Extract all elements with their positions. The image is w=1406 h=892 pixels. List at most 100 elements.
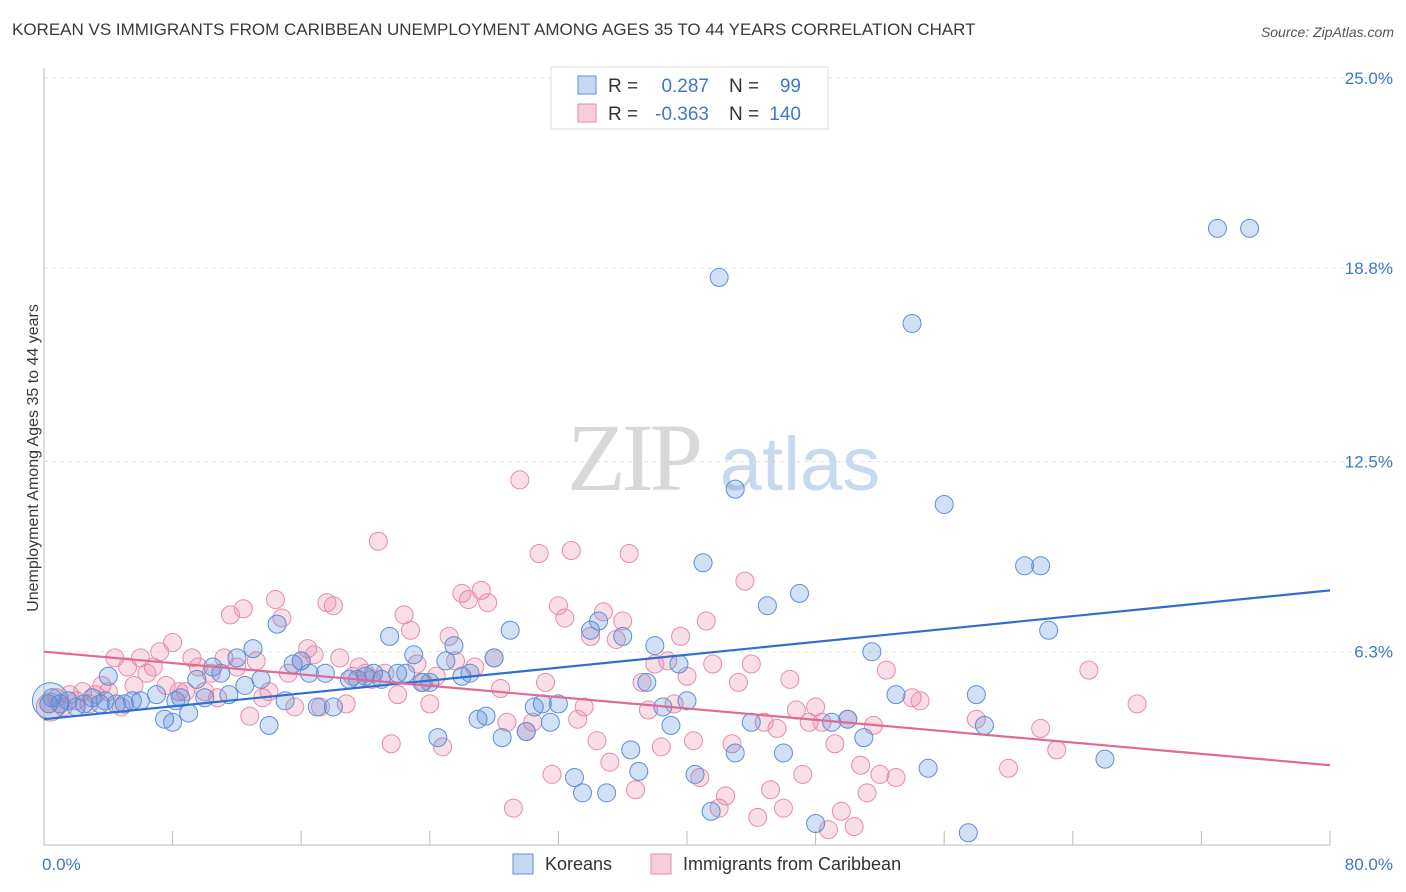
caribbean-point xyxy=(735,571,755,591)
caribbean-point xyxy=(336,694,356,714)
source-label: Source: ZipAtlas.com xyxy=(1260,24,1394,40)
korean-point xyxy=(548,694,568,714)
caribbean-point xyxy=(568,709,588,729)
korean-point xyxy=(902,313,922,333)
caribbean-point xyxy=(825,734,845,754)
legend-swatch-caribbean xyxy=(577,103,597,123)
korean-point xyxy=(685,764,705,784)
legend-n-value-2: 140 xyxy=(769,104,801,125)
korean-point xyxy=(540,712,560,732)
korean-point xyxy=(838,709,858,729)
korean-point xyxy=(741,712,761,732)
korean-point xyxy=(701,801,721,821)
caribbean-point xyxy=(491,679,511,699)
korean-point xyxy=(163,712,183,732)
korean-point xyxy=(500,620,520,640)
y-tick-labels: 6.3% 12.5% 18.8% 25.0% xyxy=(1345,69,1393,662)
caribbean-point xyxy=(651,737,671,757)
caribbean-point xyxy=(574,697,594,717)
korean-point xyxy=(267,614,287,634)
caribbean-point xyxy=(767,718,787,738)
y-tick-label: 6.3% xyxy=(1354,643,1393,662)
caribbean-point xyxy=(503,798,523,818)
caribbean-point xyxy=(626,780,646,800)
caribbean-point xyxy=(870,764,890,784)
watermark-zip: ZIP xyxy=(567,404,700,511)
bottom-legend-koreans: Koreans xyxy=(545,854,612,874)
caribbean-point xyxy=(671,626,691,646)
caribbean-point xyxy=(542,764,562,784)
caribbean-point xyxy=(1047,740,1067,760)
y-tick-label: 18.8% xyxy=(1345,259,1393,278)
korean-point xyxy=(613,626,633,646)
korean-point xyxy=(806,814,826,834)
korean-point xyxy=(1207,218,1227,238)
caribbean-point xyxy=(600,752,620,772)
correlation-legend: R = 0.287 N = 99 R = -0.363 N = 140 xyxy=(550,66,829,130)
x-tick-labels: 0.0% 80.0% xyxy=(42,855,1393,874)
legend-r-value-2: -0.363 xyxy=(655,104,709,125)
korean-point xyxy=(428,728,448,748)
korean-point xyxy=(315,663,335,683)
caribbean-point xyxy=(561,540,581,560)
legend-n-label-1: N = xyxy=(729,76,759,97)
caribbean-point xyxy=(163,633,183,653)
korean-point xyxy=(661,715,681,735)
caribbean-point xyxy=(886,768,906,788)
korean-point xyxy=(299,663,319,683)
caribbean-point xyxy=(851,755,871,775)
korean-point xyxy=(862,642,882,662)
legend-r-label-2: R = xyxy=(608,104,638,125)
legend-r-label-1: R = xyxy=(608,76,638,97)
korean-point xyxy=(669,654,689,674)
korean-point xyxy=(420,672,440,692)
korean-point xyxy=(966,685,986,705)
korean-point xyxy=(564,768,584,788)
korean-point xyxy=(725,479,745,499)
caribbean-point xyxy=(793,764,813,784)
caribbean-point xyxy=(330,648,350,668)
korean-point xyxy=(444,636,464,656)
korean-point xyxy=(516,721,536,741)
korean-point xyxy=(323,697,343,717)
caribbean-point xyxy=(79,694,99,714)
korean-point xyxy=(918,758,938,778)
korean-point xyxy=(460,663,480,683)
korean-point xyxy=(958,823,978,843)
korean-point xyxy=(396,663,416,683)
caribbean-point xyxy=(368,531,388,551)
korean-point xyxy=(251,669,271,689)
caribbean-point xyxy=(844,817,864,837)
korean-point xyxy=(98,666,118,686)
korean-point xyxy=(95,691,115,711)
caribbean-point xyxy=(548,596,568,616)
caribbean-point xyxy=(999,758,1018,778)
caribbean-point xyxy=(497,712,517,732)
bottom-legend-caribbean: Immigrants from Caribbean xyxy=(683,854,901,874)
korean-point xyxy=(39,694,59,714)
trend-lines xyxy=(43,589,1331,767)
caribbean-trend-line xyxy=(43,650,1331,767)
grid-lines xyxy=(44,77,1395,653)
legend-n-value-1: 99 xyxy=(780,76,801,97)
korean-point xyxy=(589,611,609,631)
korean-point xyxy=(790,583,810,603)
korean-point xyxy=(677,691,697,711)
caribbean-point xyxy=(773,798,793,818)
x-tick-label: 80.0% xyxy=(1345,855,1393,874)
caribbean-point xyxy=(150,642,170,662)
korean-point xyxy=(147,685,167,705)
caribbean-point xyxy=(510,470,530,490)
caribbean-point xyxy=(458,590,478,610)
korean-point xyxy=(693,553,713,573)
caribbean-point xyxy=(581,626,601,646)
caribbean-point xyxy=(1031,718,1051,738)
caribbean-point xyxy=(388,685,408,705)
caribbean-point xyxy=(910,691,930,711)
caribbean-point xyxy=(478,593,498,613)
caribbean-point xyxy=(401,620,421,640)
caribbean-point xyxy=(536,672,556,692)
caribbean-point xyxy=(619,544,639,564)
korean-point xyxy=(645,636,665,656)
